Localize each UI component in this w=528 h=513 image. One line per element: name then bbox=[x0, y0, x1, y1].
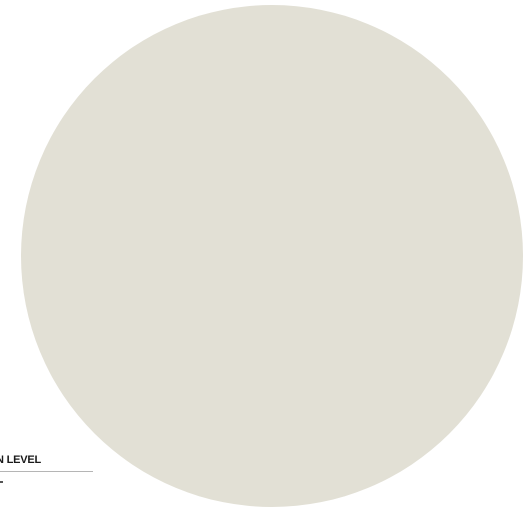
color-swatch-circle bbox=[21, 5, 523, 507]
cropped-text-fragment bbox=[0, 481, 3, 483]
label-underline-divider bbox=[0, 471, 93, 472]
level-label: N LEVEL bbox=[0, 454, 42, 466]
